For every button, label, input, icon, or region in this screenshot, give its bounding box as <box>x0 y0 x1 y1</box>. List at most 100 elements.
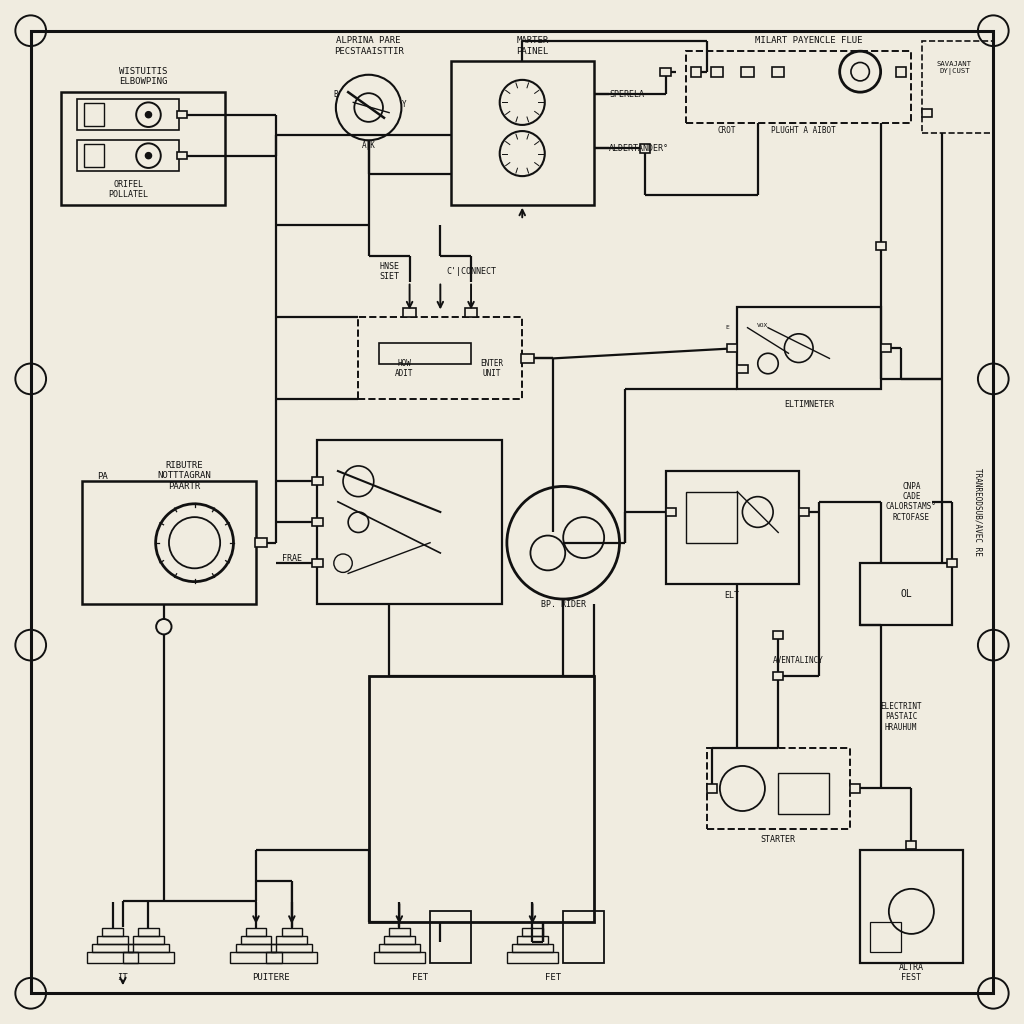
Bar <box>84 103 104 126</box>
Bar <box>266 952 317 963</box>
Bar <box>87 952 138 963</box>
Bar <box>707 748 850 829</box>
Text: ENTER
UNIT: ENTER UNIT <box>480 359 503 378</box>
Bar <box>102 928 123 936</box>
Bar <box>379 343 471 364</box>
Bar <box>876 242 886 250</box>
Text: MARTER
PAINEL: MARTER PAINEL <box>516 37 549 55</box>
Bar <box>906 841 916 849</box>
Text: Y: Y <box>402 100 407 109</box>
Bar <box>177 111 187 118</box>
Text: TRANREODSUB/AVEC RE: TRANREODSUB/AVEC RE <box>974 468 982 556</box>
Text: MILART PAYENCLE FLUE: MILART PAYENCLE FLUE <box>756 37 862 45</box>
Bar <box>312 559 323 567</box>
Bar <box>403 307 416 317</box>
Text: ELTIMNETER: ELTIMNETER <box>784 400 834 409</box>
Text: CNPA
CADE
CALORSTAMS°
RCTOFASE: CNPA CADE CALORSTAMS° RCTOFASE <box>886 481 937 522</box>
Bar <box>246 928 266 936</box>
Bar <box>850 784 860 793</box>
Bar <box>896 67 906 77</box>
Bar <box>870 922 901 952</box>
Bar <box>312 477 323 485</box>
Text: ORIFEL
POLLATEL: ORIFEL POLLATEL <box>108 180 148 199</box>
Text: STARTER: STARTER <box>761 836 796 844</box>
Text: FRAE: FRAE <box>282 554 302 562</box>
Bar <box>512 944 553 952</box>
Bar <box>860 850 963 963</box>
Bar <box>691 67 701 77</box>
Text: C'|CONNECT: C'|CONNECT <box>446 267 496 275</box>
Bar <box>741 67 754 77</box>
Text: VOX: VOX <box>758 324 768 328</box>
Text: ELT: ELT <box>725 592 739 600</box>
Text: WISTUITIS
ELBOWPING: WISTUITIS ELBOWPING <box>119 68 168 86</box>
Text: BP. RIDER: BP. RIDER <box>541 600 586 608</box>
Text: RIBUTRE
NOTTTAGRAN
PAARTR: RIBUTRE NOTTTAGRAN PAARTR <box>158 461 211 490</box>
Bar <box>727 344 737 352</box>
Bar <box>465 307 477 317</box>
Bar <box>374 952 425 963</box>
Bar <box>276 936 307 944</box>
Text: OL: OL <box>900 589 912 599</box>
Bar <box>97 936 128 944</box>
Bar <box>61 92 225 205</box>
Bar <box>778 773 829 814</box>
Bar <box>123 952 174 963</box>
Bar <box>255 539 267 547</box>
Bar <box>230 952 282 963</box>
Bar <box>317 440 502 604</box>
Bar <box>271 944 312 952</box>
Bar <box>507 952 558 963</box>
Bar <box>666 471 799 584</box>
Bar <box>860 563 952 625</box>
Text: SPERELA: SPERELA <box>609 90 644 98</box>
Bar <box>82 481 256 604</box>
Bar <box>389 928 410 936</box>
Bar <box>773 631 783 639</box>
Bar <box>666 508 676 516</box>
Bar <box>282 928 302 936</box>
Bar <box>947 559 957 567</box>
Text: PLUGHT A AIBOT: PLUGHT A AIBOT <box>771 126 837 134</box>
Bar <box>77 140 179 171</box>
Bar <box>92 944 133 952</box>
Bar <box>384 936 415 944</box>
Bar <box>922 109 932 117</box>
Text: AVENTALINCY: AVENTALINCY <box>773 656 824 665</box>
Bar <box>177 152 187 159</box>
Bar <box>241 936 271 944</box>
Bar <box>660 68 671 76</box>
Text: ALPRINA PARE
PECSTAAISTTIR: ALPRINA PARE PECSTAAISTTIR <box>334 37 403 55</box>
Bar <box>686 492 737 543</box>
Text: ALTRA
FEST: ALTRA FEST <box>899 964 924 982</box>
Bar <box>772 67 784 77</box>
Bar <box>686 51 911 123</box>
Bar <box>133 936 164 944</box>
Bar <box>922 41 993 133</box>
Bar <box>521 354 534 364</box>
Bar <box>128 944 169 952</box>
Text: FET: FET <box>412 974 428 982</box>
Bar <box>77 99 179 130</box>
Bar <box>881 344 891 352</box>
Bar <box>737 365 748 373</box>
Bar <box>236 944 276 952</box>
Bar <box>312 518 323 526</box>
Circle shape <box>145 112 152 118</box>
Bar <box>522 928 543 936</box>
Bar <box>138 928 159 936</box>
Text: HOW
ADIT: HOW ADIT <box>395 359 414 378</box>
Circle shape <box>145 153 152 159</box>
Bar <box>563 911 604 963</box>
Text: HNSE
SIET: HNSE SIET <box>379 262 399 281</box>
Bar <box>451 61 594 205</box>
Bar <box>379 944 420 952</box>
Text: SAVAJANT
DY|CUST: SAVAJANT DY|CUST <box>937 61 972 76</box>
Bar <box>84 144 104 167</box>
Text: B: B <box>334 90 338 98</box>
Text: IT: IT <box>118 974 128 982</box>
Bar <box>640 144 650 153</box>
Bar <box>517 936 548 944</box>
Text: ALDERTANDER°: ALDERTANDER° <box>609 144 670 153</box>
Bar <box>711 67 723 77</box>
